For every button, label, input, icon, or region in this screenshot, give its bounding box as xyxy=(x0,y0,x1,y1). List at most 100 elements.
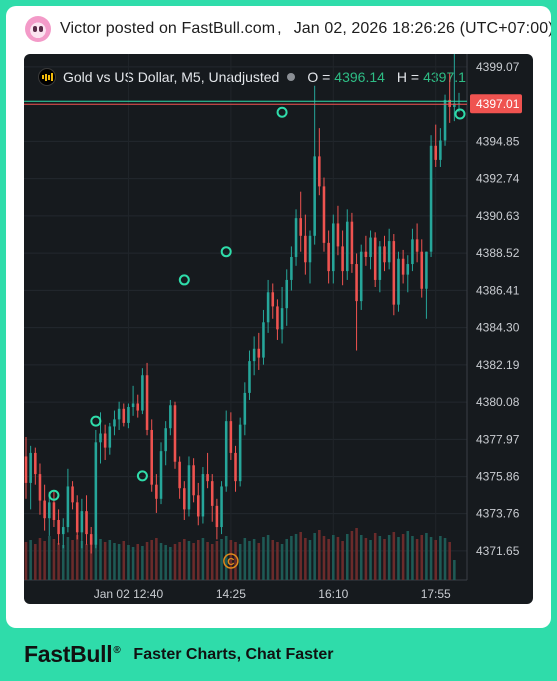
post-line: Victor posted on FastBull.com, Jan 02, 20… xyxy=(60,20,551,38)
volume-bar xyxy=(308,540,312,580)
candle-body xyxy=(392,241,396,305)
chart-info-bar: Gold vs US Dollar, M5, Unadjusted O = 43… xyxy=(38,68,478,86)
signal-marker xyxy=(276,106,288,118)
candle-body xyxy=(183,488,186,510)
chart-panel[interactable]: Gold vs US Dollar, M5, Unadjusted O = 43… xyxy=(24,54,533,604)
y-tick-label: 4392.74 xyxy=(476,172,520,186)
y-tick-label: 4375.86 xyxy=(476,470,520,484)
volume-bar xyxy=(103,542,107,580)
symbol-title[interactable]: Gold vs US Dollar, M5, Unadjusted xyxy=(63,69,280,85)
candle-body xyxy=(196,495,200,517)
volume-bar xyxy=(108,540,112,580)
candle-body xyxy=(434,145,438,160)
candle-body xyxy=(113,419,116,427)
volume-bar xyxy=(304,538,307,580)
volume-bar xyxy=(415,539,419,580)
volume-bar xyxy=(131,547,135,580)
candle-body xyxy=(378,246,382,280)
y-tick-label: 4382.19 xyxy=(476,358,520,372)
volume-bar xyxy=(341,541,344,580)
candle-body xyxy=(266,292,270,323)
y-tick-label: 4390.63 xyxy=(476,209,520,223)
volume-bar xyxy=(178,542,181,580)
candle-body xyxy=(141,375,144,411)
candle-body xyxy=(248,361,251,393)
volume-bar xyxy=(429,537,433,580)
candle-body xyxy=(71,486,74,503)
signal-marker xyxy=(90,415,102,427)
volume-bar xyxy=(220,539,223,580)
volume-bar xyxy=(262,537,265,580)
signal-marker xyxy=(454,108,466,120)
volume-bar xyxy=(280,544,284,580)
y-tick-label: 4388.52 xyxy=(476,246,520,260)
y-tick-label: 4373.76 xyxy=(476,507,520,521)
volume-bar xyxy=(164,545,167,580)
last-price-tag xyxy=(470,94,522,114)
signal-marker xyxy=(48,489,60,501)
brand-name: FastBull xyxy=(24,641,113,667)
volume-bar xyxy=(24,542,28,580)
candle-body xyxy=(127,407,130,423)
avatar[interactable] xyxy=(25,16,51,42)
candle-body xyxy=(415,239,419,252)
candle-body xyxy=(122,408,126,423)
volume-bar xyxy=(285,539,289,580)
volume-bar xyxy=(169,547,172,580)
candle-body xyxy=(294,218,298,257)
candle-body xyxy=(94,442,98,545)
volume-bar xyxy=(215,541,219,580)
volume-bar xyxy=(94,534,98,580)
volume-bar xyxy=(322,536,326,580)
candle-body xyxy=(290,256,293,280)
volume-bar xyxy=(99,539,102,580)
volume-bar xyxy=(43,541,46,580)
candle-body xyxy=(420,251,424,289)
volume-bar xyxy=(201,538,205,580)
candle-body xyxy=(369,237,372,257)
volume-bar xyxy=(378,536,382,580)
volume-bar xyxy=(406,531,410,580)
volume-bar xyxy=(206,542,209,580)
candle-body xyxy=(150,429,153,485)
candle-body xyxy=(43,500,46,519)
volume-bar xyxy=(397,537,400,580)
post-timestamp: Jan 02, 2026 18:26:26 (UTC+07:00) xyxy=(293,20,551,37)
post-author-line[interactable]: Victor posted on FastBull.com xyxy=(60,20,276,37)
candle-body xyxy=(103,433,107,448)
volume-bar xyxy=(117,544,121,580)
candle-body xyxy=(262,322,265,358)
volume-bar xyxy=(290,536,293,580)
volume-bar xyxy=(276,542,279,580)
candle-body xyxy=(443,99,447,141)
candle-body xyxy=(206,474,209,482)
candle-body xyxy=(89,534,93,545)
candlestick-chart[interactable]: 4399.074396.964394.854392.744390.634388.… xyxy=(24,54,533,604)
volume-bar xyxy=(369,540,372,580)
volume-bar xyxy=(234,542,237,580)
candle-body xyxy=(210,481,214,506)
candle-body xyxy=(169,405,172,429)
volume-bar xyxy=(229,540,233,580)
post-separator: , xyxy=(277,20,282,37)
volume-bar xyxy=(159,543,163,580)
volume-bar xyxy=(66,537,70,580)
volume-bar xyxy=(52,539,56,580)
volume-bar xyxy=(192,543,195,580)
volume-bar xyxy=(327,539,330,580)
volume-bar xyxy=(318,530,321,580)
candle-body xyxy=(257,348,261,358)
volume-bar xyxy=(332,535,335,580)
volume-bar xyxy=(47,536,51,580)
candle-body xyxy=(429,145,433,252)
candle-body xyxy=(243,392,247,425)
candle-body xyxy=(159,451,163,499)
candle-body xyxy=(155,484,158,499)
volume-bar xyxy=(80,541,84,580)
candle-body xyxy=(308,235,312,263)
candle-body xyxy=(75,502,79,533)
volume-bar xyxy=(252,539,256,580)
volume-bar xyxy=(150,540,153,580)
candle-body xyxy=(215,505,219,528)
volume-bar xyxy=(266,535,270,580)
